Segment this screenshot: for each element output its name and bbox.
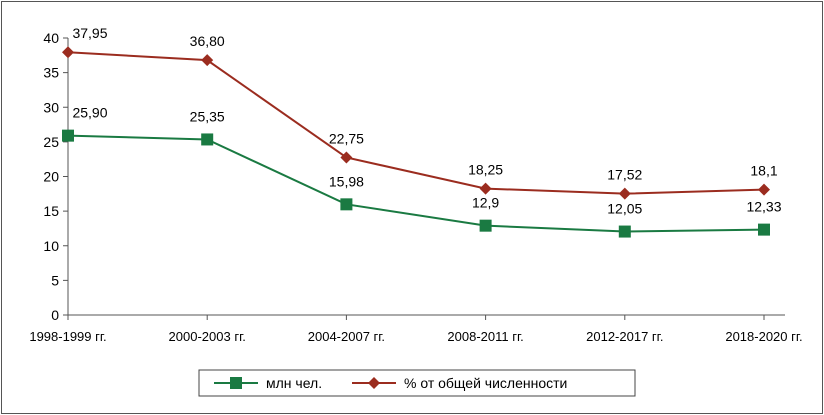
data-label: 12,05 [607, 201, 642, 217]
y-tick-label: 35 [43, 65, 59, 81]
data-label: 18,25 [468, 162, 503, 178]
x-tick-label: 2000-2003 гг. [169, 329, 246, 344]
x-tick-label: 2018-2020 гг. [725, 329, 802, 344]
data-point-diamond [618, 187, 631, 200]
y-tick-label: 15 [43, 203, 59, 219]
y-tick-label: 5 [51, 272, 59, 288]
data-point-diamond [201, 54, 214, 67]
plot-area: 25,90 25,35 15,98 12,9 12,05 12,33 37,95 36,80 2… [62, 25, 782, 238]
y-tick-label: 30 [43, 99, 59, 115]
legend-label: млн чел. [266, 375, 322, 391]
data-label: 15,98 [329, 173, 364, 189]
data-point-square [479, 219, 492, 232]
data-point-square [340, 198, 353, 211]
series-line-0 [67, 134, 765, 233]
data-label: 25,90 [72, 105, 107, 121]
y-tick-label: 20 [43, 169, 59, 185]
x-tick-label: 2012-2017 гг. [586, 329, 663, 344]
data-label: 18,1 [750, 163, 777, 179]
data-point-diamond [340, 151, 353, 164]
y-tick-label: 40 [43, 30, 59, 46]
data-point-diamond [758, 183, 770, 196]
data-label: 25,35 [190, 108, 225, 124]
data-point-square [201, 133, 214, 146]
data-label: 12,33 [746, 199, 781, 215]
data-label: 12,9 [472, 195, 499, 211]
data-point-diamond [479, 182, 492, 195]
data-label: 17,52 [607, 167, 642, 183]
data-label: 36,80 [190, 33, 225, 49]
legend: млн чел. % от общей численности [198, 369, 636, 397]
legend-label: % от общей численности [404, 375, 567, 391]
y-tick-label: 0 [51, 307, 59, 323]
x-tick-label: 1998-1999 гг. [29, 329, 106, 344]
series-line-1 [67, 51, 765, 195]
data-point-diamond [62, 46, 74, 59]
legend-box [198, 369, 636, 397]
legend-marker-square [230, 377, 242, 389]
x-tick-label: 2004-2007 гг. [308, 329, 385, 344]
data-point-square [758, 223, 770, 236]
data-label: 37,95 [72, 25, 107, 41]
y-tick-label: 25 [43, 134, 59, 150]
data-point-square [618, 225, 631, 238]
data-label: 22,75 [329, 130, 364, 146]
y-tick-label: 10 [43, 238, 59, 254]
axes: 0 5 10 15 20 25 30 35 40 1998-1999 гг. 2000-2003 г… [29, 30, 802, 344]
data-point-square [62, 129, 74, 142]
x-tick-label: 2008-2011 гг. [447, 329, 523, 344]
legend-marker-diamond [368, 377, 380, 389]
